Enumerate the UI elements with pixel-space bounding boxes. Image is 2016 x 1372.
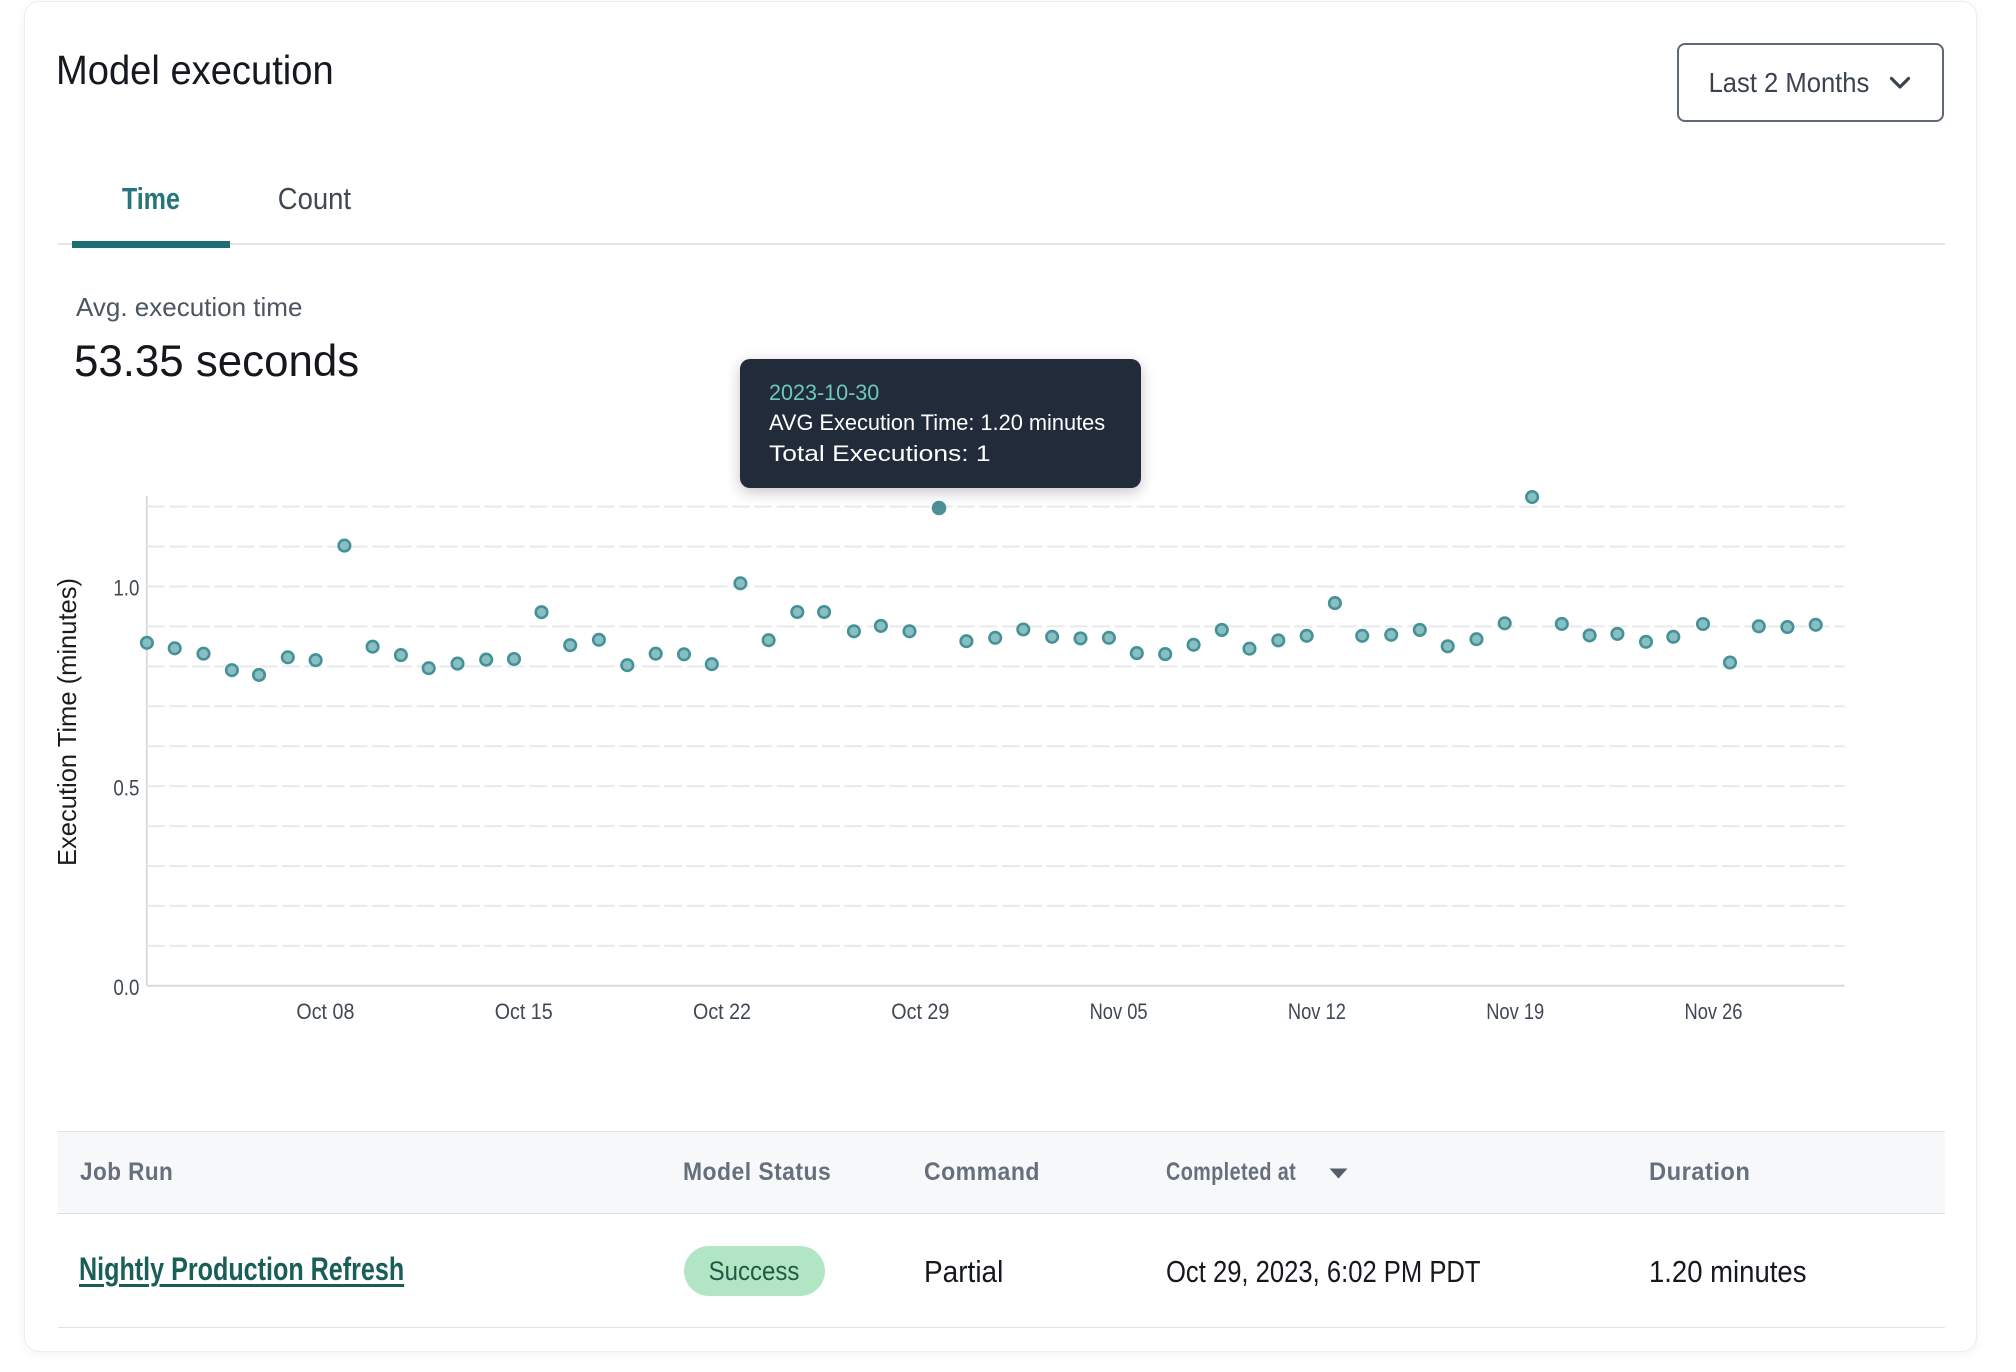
svg-text:Oct 22: Oct 22 [693,999,751,1024]
svg-text:Nov 19: Nov 19 [1486,999,1544,1024]
svg-text:Nov 12: Nov 12 [1288,999,1346,1024]
svg-text:0.0: 0.0 [113,975,139,1000]
svg-text:0.5: 0.5 [113,775,139,800]
svg-text:Oct 08: Oct 08 [296,999,354,1024]
svg-text:Oct 29: Oct 29 [891,999,949,1024]
svg-text:Nov 26: Nov 26 [1685,999,1743,1024]
svg-text:1.0: 1.0 [113,576,139,601]
svg-text:Nov 05: Nov 05 [1090,999,1148,1024]
svg-text:Execution Time (minutes): Execution Time (minutes) [52,578,82,866]
svg-text:Oct 15: Oct 15 [495,999,553,1024]
